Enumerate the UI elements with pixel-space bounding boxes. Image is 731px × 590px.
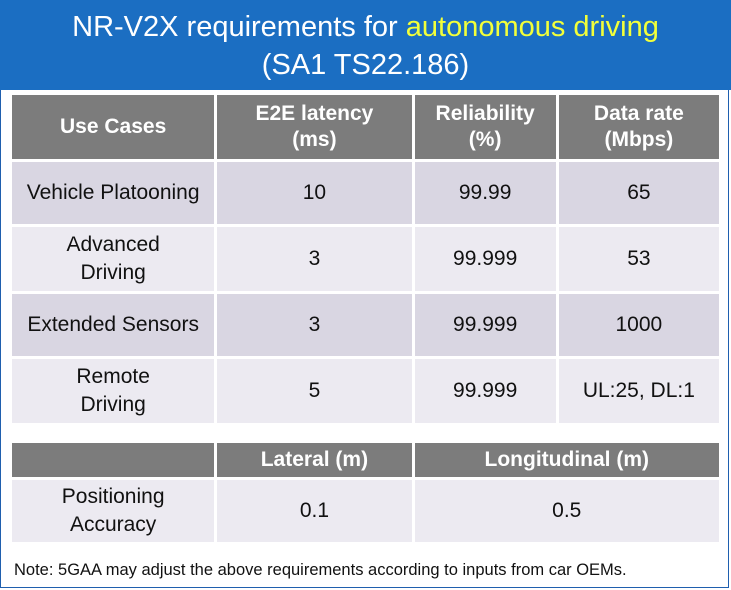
header-reliability: Reliability (%) xyxy=(414,95,556,159)
header-row: Use Cases E2E latency (ms) Reliability (%)… xyxy=(12,95,719,159)
header-longitudinal: Longitudinal (m) xyxy=(414,443,719,477)
header-latency-line2: (ms) xyxy=(292,128,337,151)
title-highlight: autonomous driving xyxy=(405,11,659,43)
slide-title: NR-V2X requirements for autonomous drivi… xyxy=(0,0,731,90)
header-use-cases: Use Cases xyxy=(12,95,215,159)
table-row: Remote Driving 5 99.999 UL:25, DL:1 xyxy=(12,359,719,423)
latency-cell: 3 xyxy=(217,227,412,291)
data-rate-cell: 1000 xyxy=(558,294,719,356)
use-case-cell: Advanced Driving xyxy=(12,227,215,291)
reliability-cell: 99.999 xyxy=(414,227,556,291)
data-rate-cell: 53 xyxy=(558,227,719,291)
use-case-cell: Extended Sensors xyxy=(12,294,215,356)
positioning-label-cell: Positioning Accuracy xyxy=(12,480,215,542)
table-row: Advanced Driving 3 99.999 53 xyxy=(12,227,719,291)
use-case-cell: Vehicle Platooning xyxy=(12,162,215,224)
header-latency: E2E latency (ms) xyxy=(217,95,412,159)
use-case-line1: Advanced xyxy=(66,233,160,256)
positioning-row: Positioning Accuracy 0.1 0.5 xyxy=(12,480,719,542)
header-use-cases-text: Use Cases xyxy=(60,115,167,138)
header-lateral: Lateral (m) xyxy=(217,443,412,477)
positioning-label-line2: Accuracy xyxy=(69,513,157,536)
title-prefix: NR-V2X requirements for xyxy=(72,11,406,43)
header-latency-line1: E2E latency xyxy=(255,102,374,125)
use-case-line1: Vehicle Platooning xyxy=(26,181,200,204)
footnote: Note: 5GAA may adjust the above requirem… xyxy=(14,561,627,579)
header-datarate-line2: (Mbps) xyxy=(604,128,674,151)
positioning-label-line1: Positioning xyxy=(61,485,165,508)
use-case-line2: Driving xyxy=(80,261,146,284)
latency-cell: 3 xyxy=(217,294,412,356)
header-reliability-line1: Reliability xyxy=(435,102,535,125)
requirements-table: Use Cases E2E latency (ms) Reliability (%)… xyxy=(9,92,722,426)
use-case-cell: Remote Driving xyxy=(12,359,215,423)
data-rate-cell: UL:25, DL:1 xyxy=(558,359,719,423)
latency-cell: 10 xyxy=(217,162,412,224)
positioning-header-blank xyxy=(12,443,215,477)
table-row: Vehicle Platooning 10 99.99 65 xyxy=(12,162,719,224)
reliability-cell: 99.99 xyxy=(414,162,556,224)
header-datarate-line1: Data rate xyxy=(593,102,684,125)
data-rate-cell: 65 xyxy=(558,162,719,224)
positioning-header-row: Lateral (m) Longitudinal (m) xyxy=(12,443,719,477)
header-data-rate: Data rate (Mbps) xyxy=(558,95,719,159)
longitudinal-cell: 0.5 xyxy=(414,480,719,542)
use-case-line1: Extended Sensors xyxy=(27,313,199,336)
title-line-2: (SA1 TS22.186) xyxy=(261,49,470,81)
reliability-cell: 99.999 xyxy=(414,294,556,356)
positioning-table: Lateral (m) Longitudinal (m) Positioning… xyxy=(9,440,722,545)
lateral-cell: 0.1 xyxy=(217,480,412,542)
use-case-line1: Remote xyxy=(76,365,150,388)
title-line-1: NR-V2X requirements for autonomous drivi… xyxy=(0,8,731,46)
use-case-line2: Driving xyxy=(80,393,146,416)
latency-cell: 5 xyxy=(217,359,412,423)
table-row: Extended Sensors 3 99.999 1000 xyxy=(12,294,719,356)
header-reliability-line2: (%) xyxy=(468,128,502,151)
reliability-cell: 99.999 xyxy=(414,359,556,423)
